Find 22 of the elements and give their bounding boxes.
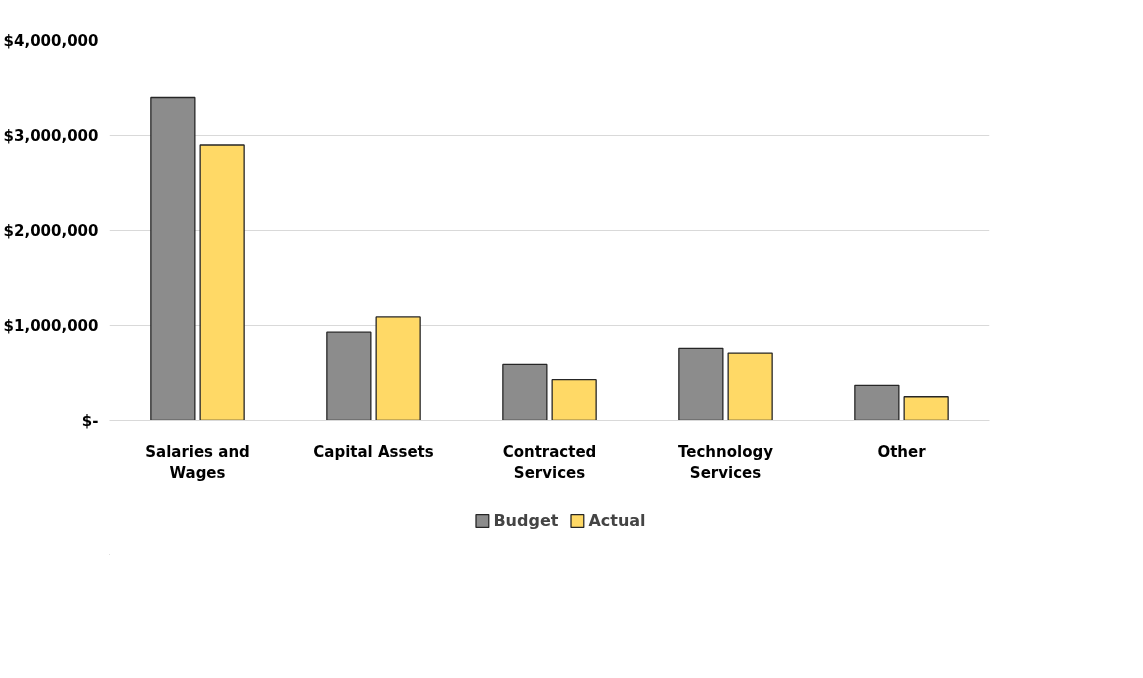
- y-tick-label: $2,000,000: [3, 221, 99, 240]
- x-tick-label: Other: [877, 442, 927, 461]
- y-tick-label: $4,000,000: [3, 31, 99, 50]
- bar: [903, 396, 949, 421]
- bar: [854, 384, 900, 421]
- bar: [375, 316, 421, 421]
- bar: [150, 96, 196, 421]
- bar: [727, 352, 773, 421]
- x-tick-label: Capital Assets: [313, 442, 434, 461]
- x-tick-label: Salaries and Wages: [145, 442, 250, 483]
- bar: [326, 331, 372, 421]
- bar: [502, 363, 548, 421]
- legend-label: Budget: [493, 510, 559, 530]
- x-tick-label: Technology Services: [678, 442, 774, 483]
- y-tick-label: $-: [81, 411, 99, 430]
- legend-label: Actual: [588, 510, 646, 530]
- bar: [678, 347, 724, 421]
- y-tick-label: $3,000,000: [3, 126, 99, 145]
- bar: [199, 144, 245, 421]
- y-tick-label: $1,000,000: [3, 316, 99, 335]
- bar: [551, 379, 597, 421]
- x-tick-label: Contracted Services: [502, 442, 597, 483]
